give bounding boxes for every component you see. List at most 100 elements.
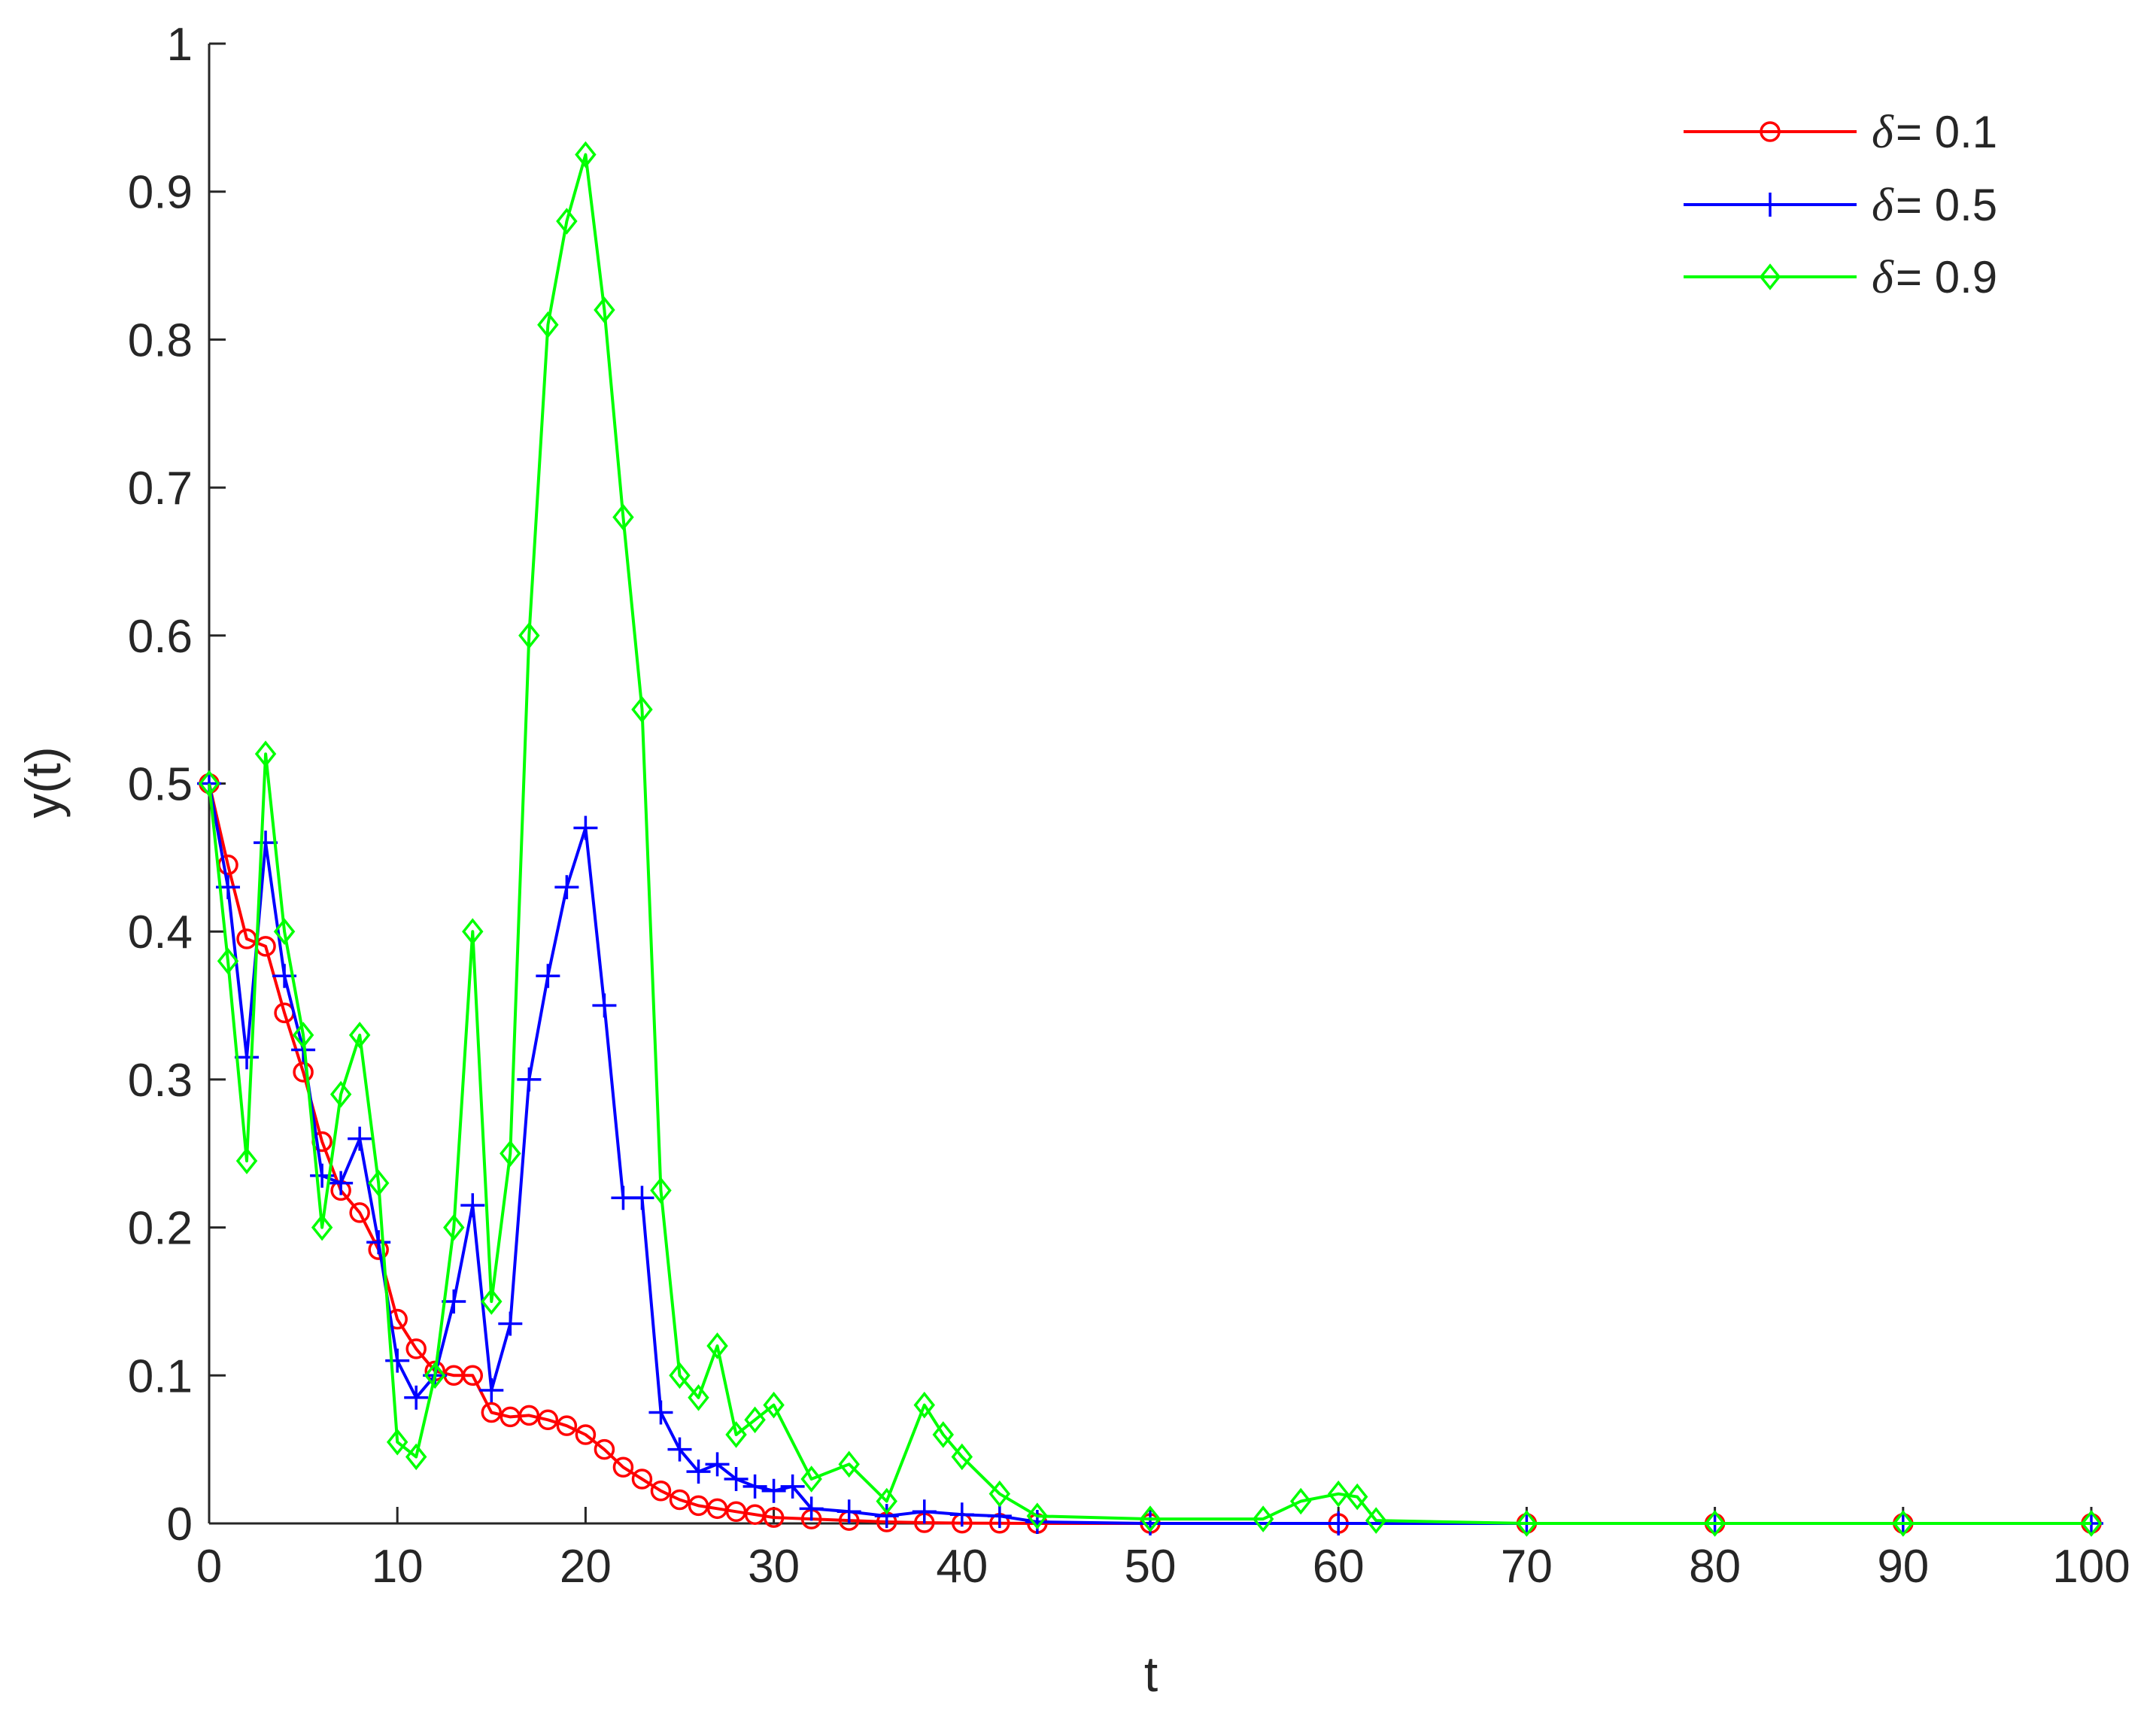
diamond-marker [481, 1288, 503, 1315]
diamond-marker [988, 1480, 1011, 1508]
y-tick-label: 0.9 [128, 167, 193, 219]
plus-marker [1758, 193, 1782, 217]
diamond-marker [838, 1450, 860, 1478]
diamond-marker [405, 1443, 427, 1471]
diamond-marker [1026, 1502, 1049, 1529]
legend-entry-1: δ = 0.1 [1684, 107, 1997, 158]
circle-marker [763, 1507, 785, 1528]
plus-marker [705, 1452, 730, 1477]
diamond-marker [763, 1391, 785, 1419]
plus-marker [1326, 1511, 1351, 1535]
circle-marker [293, 1062, 314, 1083]
diamond-marker [706, 1332, 728, 1359]
circle-marker [575, 1424, 597, 1445]
diamond-marker [1704, 1510, 1726, 1537]
y-tick-label: 1 [167, 19, 193, 71]
plus-marker [498, 1311, 523, 1336]
diamond-marker [1139, 1505, 1162, 1532]
y-tick-label: 0 [167, 1499, 193, 1551]
diamond-marker [329, 1080, 352, 1108]
y-tick-label: 0.2 [128, 1203, 193, 1255]
diamond-marker [217, 947, 239, 975]
x-axis-title: t [1144, 1646, 1158, 1702]
circle-marker [1760, 121, 1781, 142]
diamond-marker [650, 1177, 672, 1204]
legend-label: = 0.5 [1896, 180, 1997, 230]
x-tick-label: 90 [1877, 1541, 1929, 1593]
diamond-marker [254, 740, 277, 767]
legend-label: = 0.9 [1896, 252, 1997, 302]
diamond-marker [198, 770, 220, 797]
diamond-marker [500, 1140, 521, 1168]
plus-marker [949, 1502, 974, 1527]
diamond-marker [1365, 1507, 1387, 1534]
diamond-marker [1516, 1510, 1538, 1537]
diamond-marker [2080, 1510, 2103, 1537]
legend-symbol: δ [1872, 180, 1894, 231]
circle-marker [405, 1338, 427, 1359]
y-tick-label: 0.3 [128, 1055, 193, 1107]
x-tick-label: 100 [2052, 1541, 2130, 1593]
legend-symbol: δ [1872, 107, 1894, 158]
diamond-marker [725, 1421, 747, 1448]
plus-marker [686, 1459, 711, 1484]
x-tick-label: 0 [196, 1541, 222, 1593]
legend-label: = 0.1 [1896, 107, 1997, 157]
plus-marker [385, 1348, 410, 1373]
diamond-marker [913, 1391, 936, 1419]
diamond-marker [273, 918, 296, 946]
legend-entry-3: δ = 0.9 [1684, 252, 1997, 303]
diamond-marker [631, 696, 653, 723]
plus-marker [592, 993, 617, 1018]
y-tick-label: 0.5 [128, 759, 193, 811]
diamond-marker [556, 208, 578, 235]
circle-marker [537, 1409, 559, 1431]
diamond-marker [669, 1362, 691, 1390]
diamond-marker [367, 1169, 390, 1197]
plus-marker [648, 1400, 673, 1425]
diamond-marker [235, 1147, 258, 1174]
circle-marker [349, 1202, 370, 1223]
tick-labels: 0 10 20 30 40 50 60 70 80 90 100 0 0.1 0.2 0.3 0.4 0.5 0.… [128, 19, 2130, 1593]
diamond-marker [575, 141, 597, 169]
diamond-marker [1892, 1510, 1915, 1537]
series-line [208, 153, 2091, 1525]
plus-marker [837, 1499, 861, 1524]
circle-marker [631, 1469, 653, 1490]
x-tick-label: 80 [1689, 1541, 1741, 1593]
diamond-marker [688, 1384, 709, 1411]
diamond-marker [1346, 1483, 1368, 1511]
plus-marker [799, 1496, 824, 1521]
plus-marker [1025, 1510, 1049, 1535]
x-tick-label: 10 [372, 1541, 424, 1593]
plus-marker [761, 1478, 786, 1503]
y-tick-label: 0.7 [128, 463, 193, 515]
legend: δ = 0.1δ = 0.5δ = 0.9 [1684, 107, 1997, 303]
plus-marker [667, 1437, 692, 1462]
circle-marker [669, 1489, 691, 1511]
y-tick-label: 0.6 [128, 611, 193, 663]
plus-marker [630, 1186, 654, 1210]
plus-marker [460, 1193, 485, 1218]
diamond-marker [443, 1213, 465, 1241]
plus-marker [780, 1474, 805, 1499]
diamond-marker [462, 918, 484, 946]
plus-marker [536, 964, 560, 989]
plus-marker [479, 1377, 504, 1402]
diamond-marker [311, 1213, 333, 1241]
diamond-marker [932, 1421, 955, 1448]
circle-marker [518, 1405, 540, 1426]
plus-marker [573, 816, 598, 840]
y-tick-label: 0.1 [128, 1350, 193, 1402]
plus-marker [235, 1045, 260, 1070]
diamond-marker [876, 1487, 897, 1515]
circle-marker [462, 1365, 484, 1387]
x-tick-label: 30 [748, 1541, 800, 1593]
plus-marker [404, 1385, 429, 1410]
x-tick-label: 70 [1501, 1541, 1553, 1593]
plus-marker [348, 1126, 372, 1151]
diamond-marker [951, 1443, 973, 1471]
series-line [208, 783, 2091, 1525]
x-tick-label: 40 [936, 1541, 988, 1593]
